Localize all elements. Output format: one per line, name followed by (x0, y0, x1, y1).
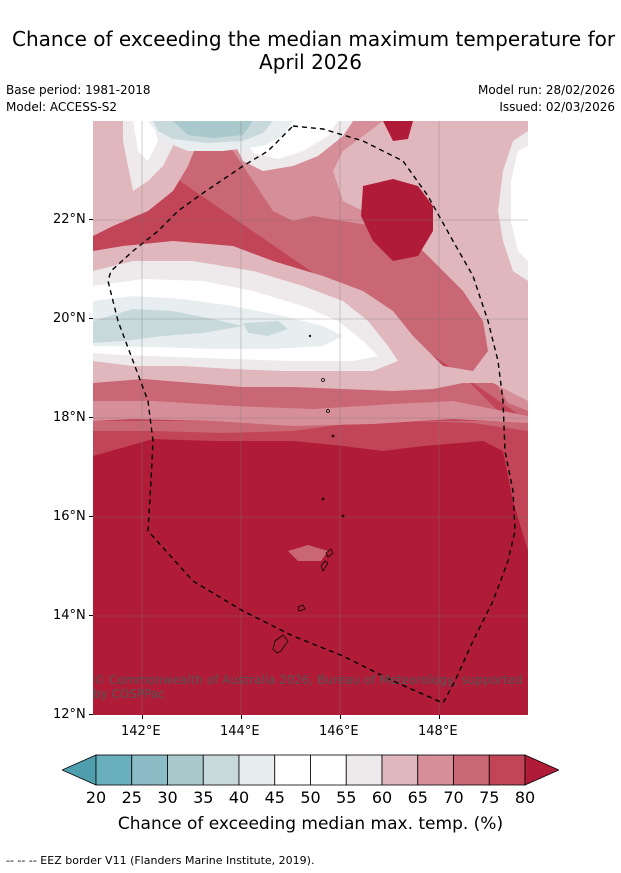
colorbar-cell (238, 754, 276, 786)
colorbar-tick-label: 30 (157, 788, 178, 807)
islands (272, 334, 345, 654)
colorbar-tick-label: 25 (121, 788, 142, 807)
colorbar-cell (381, 754, 419, 786)
lon-tick-148 (439, 715, 440, 719)
island-tinian (320, 560, 329, 572)
colorbar-cell (274, 754, 311, 786)
island-small-2 (326, 409, 330, 413)
colorbar-tick-label: 20 (85, 788, 107, 807)
colorbar-tick-label: 35 (193, 788, 214, 807)
eez-border (107, 125, 516, 704)
gridlines (93, 121, 528, 715)
colorbar-cell (167, 754, 204, 786)
lon-tick-144 (241, 715, 242, 719)
colorbar-cell (417, 754, 454, 786)
colorbar-tick-label: 80 (514, 788, 536, 807)
colorbar-cells (62, 754, 559, 786)
lat-label-12: 12°N (53, 707, 86, 722)
colorbar-tick-label: 50 (300, 788, 321, 807)
island-rota (297, 604, 306, 612)
title-line-1: Chance of exceeding the median maximum t… (12, 28, 616, 51)
colorbar (62, 754, 559, 786)
lat-tick-18 (89, 417, 93, 418)
colorbar-tick-label: 70 (443, 788, 464, 807)
eez-legend: -- -- -- EEZ border V11 (Flanders Marine… (6, 854, 315, 867)
contour-35 (173, 121, 253, 138)
island-small-5 (341, 514, 345, 518)
colorbar-cell (202, 754, 240, 786)
copyright-notice: © Commonwealth of Australia 2026, Bureau… (93, 673, 523, 701)
lat-tick-14 (89, 615, 93, 616)
island-small-6 (308, 334, 312, 338)
lat-label-18: 18°N (53, 410, 86, 425)
lat-tick-22 (89, 219, 93, 220)
lat-tick-12 (89, 714, 93, 715)
contour-40 (93, 121, 288, 343)
colorbar-cell (95, 754, 133, 786)
contour-75-patch (288, 545, 328, 561)
map-contours (93, 121, 528, 715)
colorbar-tick-label: 40 (228, 788, 250, 807)
island-small-1 (321, 378, 325, 382)
contour-deep-patch (361, 121, 433, 261)
colorbar-tick-label: 65 (407, 788, 428, 807)
colorbar-tick-label: 55 (336, 788, 357, 807)
base-period: Base period: 1981-2018 (6, 83, 151, 97)
lon-label-148: 148°E (418, 724, 458, 739)
colorbar-title: Chance of exceeding median max. temp. (%… (117, 814, 504, 834)
lon-label-146: 146°E (319, 724, 359, 739)
contour-50 (93, 121, 528, 361)
lat-label-16: 16°N (53, 509, 86, 524)
lat-tick-20 (89, 318, 93, 319)
lat-label-14: 14°N (53, 608, 86, 623)
colorbar-tick-label: 75 (479, 788, 500, 807)
map-title: Chance of exceeding the median maximum t… (0, 28, 621, 74)
title-line-2: April 2026 (259, 50, 362, 74)
colorbar-cell (453, 754, 490, 786)
model-name: Model: ACCESS-S2 (6, 100, 118, 114)
colorbar-tick-label: 45 (264, 788, 285, 807)
lat-tick-16 (89, 516, 93, 517)
colorbar-cell (131, 754, 168, 786)
forecast-map: © Commonwealth of Australia 2026, Bureau… (93, 121, 528, 715)
colorbar-cell (310, 754, 347, 786)
lon-label-144: 144°E (220, 724, 260, 739)
island-saipan (325, 548, 334, 558)
lat-label-22: 22°N (53, 212, 86, 227)
lon-label-142: 142°E (121, 724, 161, 739)
colorbar-cell (488, 754, 526, 786)
model-run: Model run: 28/02/2026 (477, 83, 615, 97)
issued-date: Issued: 02/03/2026 (499, 100, 615, 114)
island-small-3 (331, 434, 335, 438)
lon-tick-142 (142, 715, 143, 719)
colorbar-cell (345, 754, 383, 786)
colorbar-extend-high (524, 754, 559, 786)
colorbar-tick-label: 60 (371, 788, 393, 807)
colorbar-extend-low (62, 754, 97, 786)
lat-label-20: 20°N (53, 311, 86, 326)
lon-tick-146 (340, 715, 341, 719)
island-small-4 (321, 497, 325, 501)
island-guam (272, 634, 289, 654)
